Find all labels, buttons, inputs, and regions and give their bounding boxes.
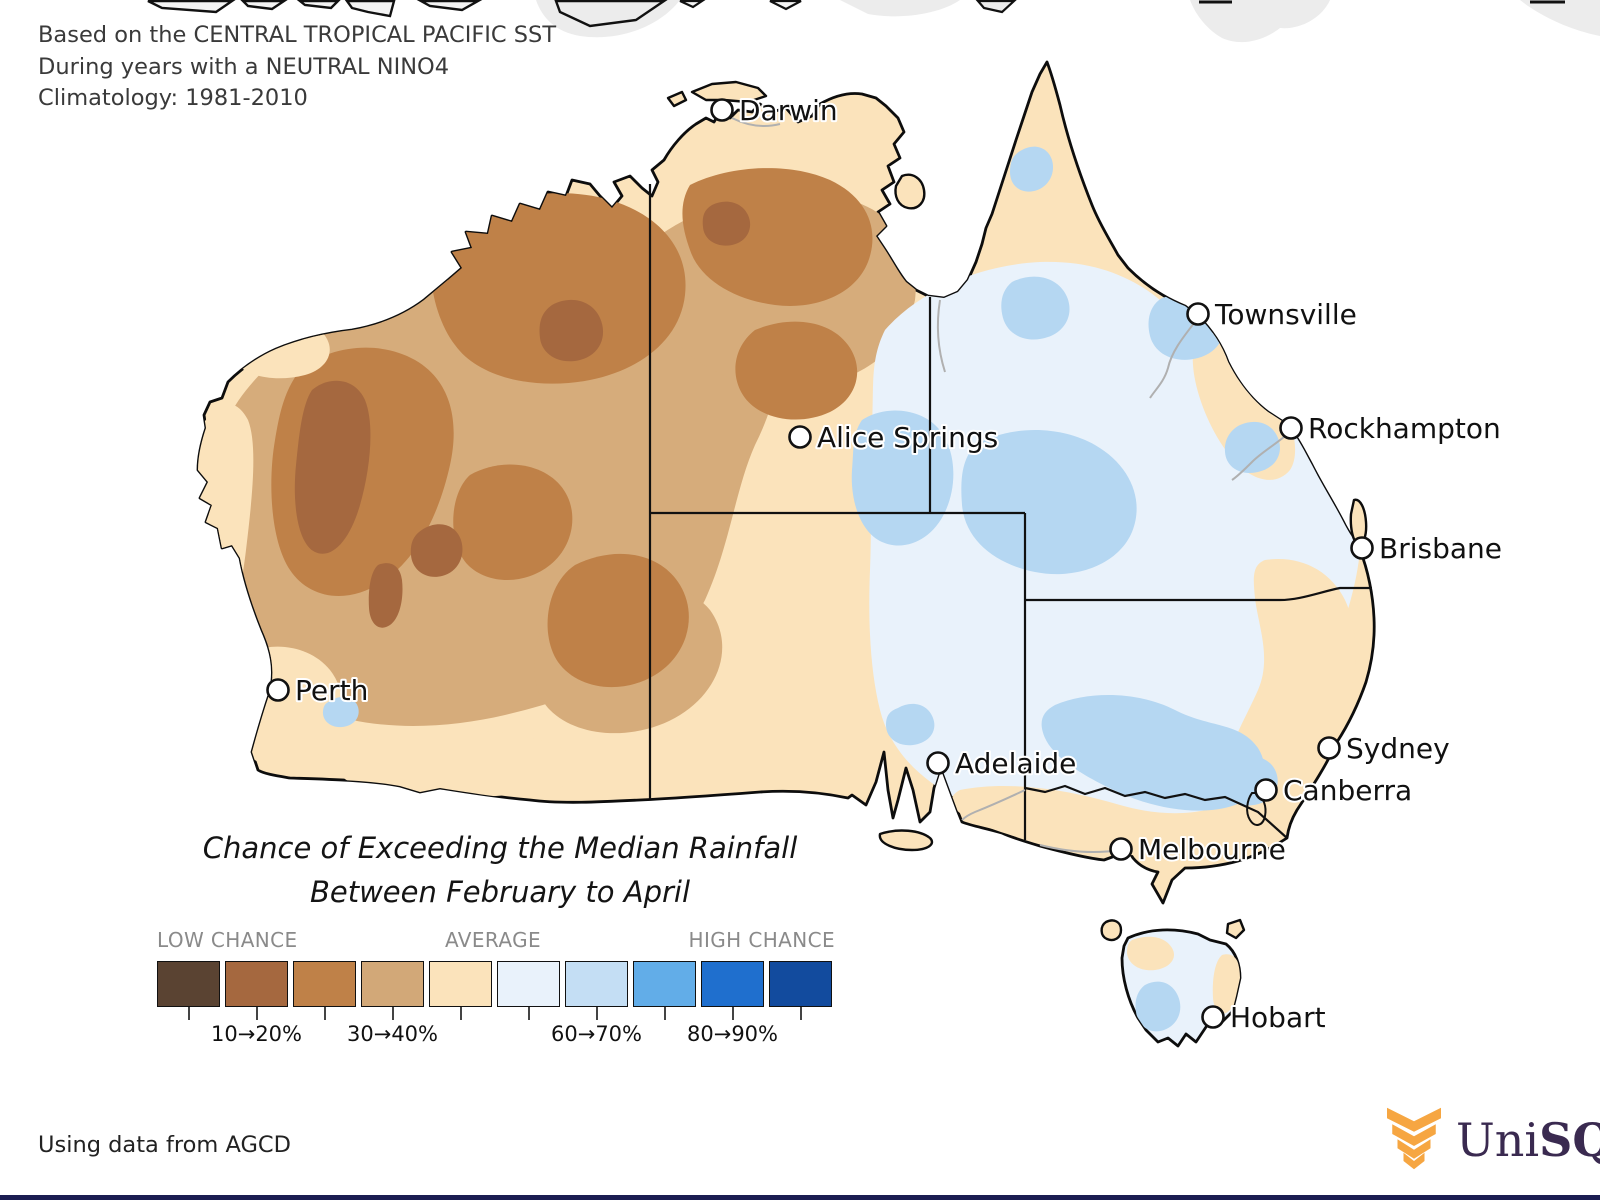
- city-dot: [710, 98, 734, 122]
- city-dot: [266, 678, 290, 702]
- city-marker-canberra: Canberra: [1254, 772, 1414, 809]
- legend-tick-label: 30→40%: [347, 1022, 438, 1046]
- city-dot: [1186, 302, 1210, 326]
- city-label: Perth: [295, 674, 368, 707]
- city-marker-rockhampton: Rockhampton: [1279, 410, 1503, 447]
- data-source-credit: Using data from AGCD: [38, 1132, 291, 1158]
- city-marker-sydney: Sydney: [1317, 730, 1452, 767]
- city-label: Canberra: [1283, 774, 1412, 807]
- state-borders: [648, 184, 1372, 840]
- legend-cell: [429, 961, 492, 1046]
- offshore-islands: [666, 80, 1368, 942]
- unisq-logo-icon: [1387, 1107, 1441, 1170]
- legend-swatch: [565, 961, 628, 1007]
- legend-tick: [527, 1007, 530, 1020]
- legend-tick: [731, 1007, 734, 1020]
- legend-swatch: [361, 961, 424, 1007]
- legend-swatch: [701, 961, 764, 1007]
- legend-tick: [663, 1007, 666, 1020]
- unisq-logo-uni: Uni: [1456, 1113, 1540, 1167]
- city-dot: [1201, 1005, 1225, 1029]
- city-marker-melbourne: Melbourne: [1109, 831, 1288, 868]
- annotation-line-1: Based on the CENTRAL TROPICAL PACIFIC SS…: [38, 22, 557, 48]
- top-edge-islands: [147, 0, 1600, 43]
- city-marker-adelaide: Adelaide: [926, 745, 1078, 782]
- legend-average-label: AVERAGE: [445, 928, 542, 952]
- legend-cell: 60→70%: [551, 961, 642, 1046]
- city-dot: [1317, 736, 1341, 760]
- legend-swatch: [633, 961, 696, 1007]
- annotation-line-3: Climatology: 1981-2010: [38, 85, 308, 111]
- legend-cell: [633, 961, 696, 1046]
- legend-swatch-row: 10→20% 30→40%: [157, 961, 835, 1046]
- city-dot: [1254, 778, 1278, 802]
- unisq-logo-sq: SQ: [1539, 1113, 1600, 1167]
- city-label: Adelaide: [955, 747, 1076, 780]
- legend-tick-label: 60→70%: [551, 1022, 642, 1046]
- city-dot: [1109, 837, 1133, 861]
- city-label: Sydney: [1346, 732, 1450, 765]
- city-dot: [926, 751, 950, 775]
- legend-cell: [497, 961, 560, 1046]
- map-title-line-1: Chance of Exceeding the Median Rainfall: [202, 831, 798, 865]
- bottom-bar: [0, 1195, 1600, 1200]
- legend-tick: [255, 1007, 258, 1020]
- legend-high-label: HIGH CHANCE: [688, 928, 835, 952]
- city-dot: [1350, 536, 1374, 560]
- legend-cell: [769, 961, 832, 1046]
- legend-swatch: [225, 961, 288, 1007]
- legend-tick: [187, 1007, 190, 1020]
- legend-tick: [323, 1007, 326, 1020]
- city-marker-darwin: Darwin: [710, 92, 840, 129]
- unisq-logo-text: UniSQ: [1456, 1113, 1600, 1167]
- legend-captions: LOW CHANCE AVERAGE HIGH CHANCE: [157, 928, 835, 952]
- city-label: Rockhampton: [1308, 412, 1501, 445]
- city-label: Darwin: [739, 94, 838, 127]
- legend-tick: [799, 1007, 802, 1020]
- annotation-line-2: During years with a NEUTRAL NINO4: [38, 53, 450, 80]
- legend-tick-label: 10→20%: [211, 1022, 302, 1046]
- legend-cell: 30→40%: [347, 961, 438, 1046]
- legend-tick: [391, 1007, 394, 1020]
- legend-swatch: [769, 961, 832, 1007]
- city-marker-alice-springs: Alice Springs: [788, 419, 1000, 456]
- city-marker-hobart: Hobart: [1201, 999, 1328, 1036]
- legend-swatch: [157, 961, 220, 1007]
- legend-tick: [459, 1007, 462, 1020]
- legend-cell: [293, 961, 356, 1046]
- legend-tick: [595, 1007, 598, 1020]
- legend-cell: 10→20%: [211, 961, 302, 1046]
- city-label: Alice Springs: [817, 421, 998, 454]
- city-marker-perth: Perth: [266, 672, 370, 709]
- legend-cell: [157, 961, 220, 1046]
- city-marker-townsville: Townsville: [1186, 296, 1359, 333]
- legend-swatch: [497, 961, 560, 1007]
- legend-swatch: [429, 961, 492, 1007]
- city-label: Melbourne: [1138, 833, 1286, 866]
- city-dot: [788, 425, 812, 449]
- legend-cell: 80→90%: [687, 961, 778, 1046]
- legend-tick-label: 80→90%: [687, 1022, 778, 1046]
- city-label: Brisbane: [1379, 532, 1502, 565]
- map-annotation: Based on the CENTRAL TROPICAL PACIFIC SS…: [38, 20, 556, 115]
- legend-low-label: LOW CHANCE: [157, 928, 298, 952]
- legend-swatch: [293, 961, 356, 1007]
- chance-legend: LOW CHANCE AVERAGE HIGH CHANCE 10→20%: [157, 928, 835, 1046]
- map-title-line-2: Between February to April: [309, 875, 691, 909]
- tasmania-shading: [1127, 936, 1240, 1032]
- unisq-logo: UniSQ: [1384, 1106, 1600, 1174]
- city-markers: Darwin Townsville Rockhampton Brisbane S…: [266, 92, 1504, 1036]
- city-label: Hobart: [1230, 1001, 1326, 1034]
- city-dot: [1279, 416, 1303, 440]
- city-marker-brisbane: Brisbane: [1350, 530, 1504, 567]
- map-title: Chance of Exceeding the Median Rainfall …: [140, 826, 860, 914]
- city-label: Townsville: [1214, 298, 1357, 331]
